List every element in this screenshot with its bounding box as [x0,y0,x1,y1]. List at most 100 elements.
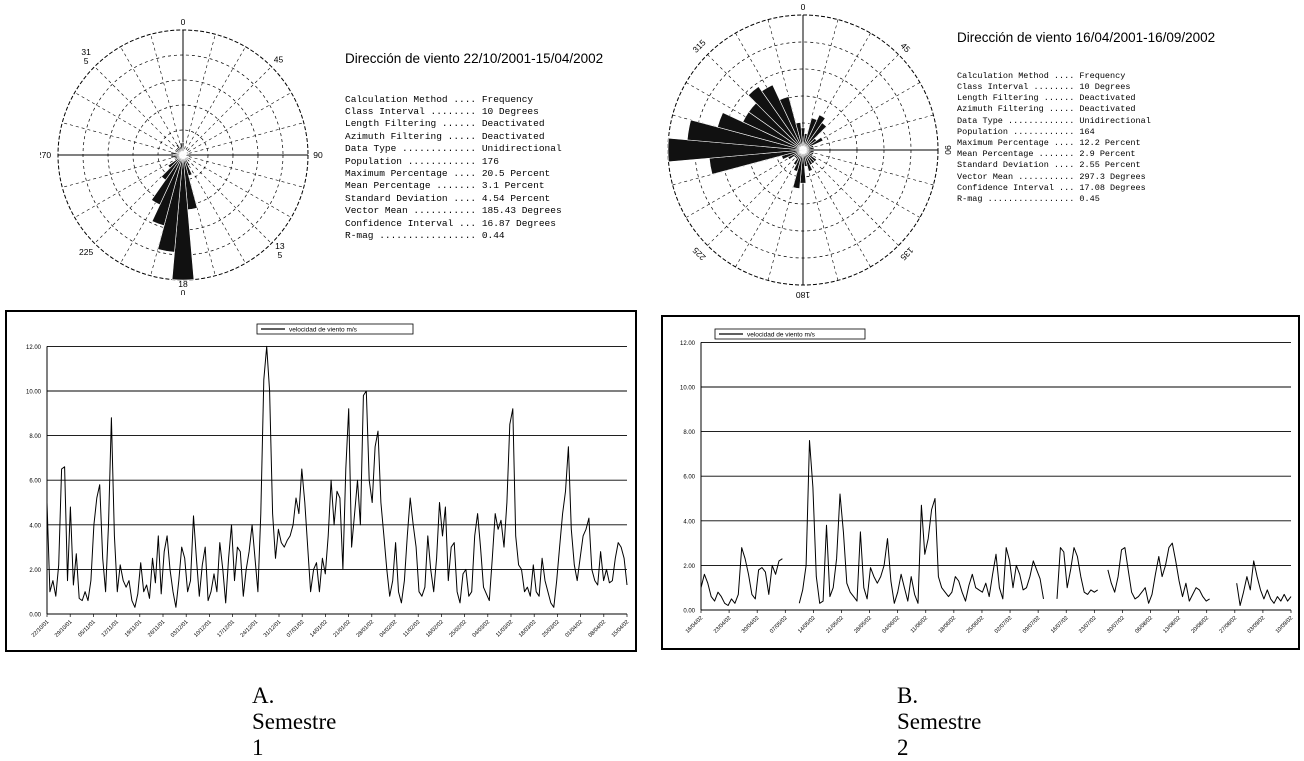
wind-stat-row: Azimuth Filtering ..... Deactivated [957,104,1215,115]
rose-petal [171,154,195,281]
rose-spoke [74,154,184,218]
rose-spoke [182,154,272,244]
rose-spoke [767,149,804,281]
rose-petal [795,122,804,151]
wind-stat-key: Mean Percentage ....... [345,180,482,192]
wind-stat-value: 16.87 Degrees [481,217,556,229]
wind-stat-value: 2.55 Percent [1079,160,1141,171]
wind-stat-value: 10 Degrees [481,106,539,118]
rose-direction-label: 0 [801,2,806,12]
wind-stat-row: Mean Percentage ....... 3.1 Percent [345,180,603,192]
rose-direction-label: 45 [899,41,913,55]
rose-petal [151,154,184,206]
wind-stat-value: Deactivated [1079,93,1136,104]
wind-stat-key: Azimuth Filtering ..... [957,104,1080,115]
rose-spoke [802,114,934,151]
wind-stat-row: R-mag ................. 0.44 [345,230,603,242]
wind-stat-row: Vector Mean ........... 297.3 Degrees [957,172,1215,183]
rose-direction-label: 90 [313,150,323,160]
rose-spoke [802,54,899,151]
rose-direction-label: 225 [690,245,707,262]
x-tick-label: 10/12/01 [193,619,213,639]
wind-stat-key: Calculation Method .... [957,70,1080,81]
wind-stat-key: Calculation Method .... [345,93,482,105]
rose-petal [747,86,804,151]
y-tick-label: 2.00 [29,568,41,574]
wind-stats-rows: Calculation Method .... Frequency Class I… [345,94,603,243]
wind-stat-key: R-mag ................. [345,230,482,242]
rose-direction-label: 270 [40,150,51,160]
rose-direction-label: 0 [181,17,186,27]
rose-spoke [182,154,304,188]
rose-petal [151,154,184,227]
y-tick-label: 0.00 [683,609,695,615]
x-tick-label: 02/07/02 [994,615,1014,635]
wind-stat-value: 0.44 [481,230,505,242]
caption-semestre-2: B. Semestre 2 [897,683,982,760]
rose-spoke [802,149,921,218]
wind-stat-row: R-mag ................. 0.45 [957,194,1215,205]
x-tick-label: 12/11/01 [101,619,120,638]
x-tick-label: 11/02/02 [402,619,421,638]
wind-stat-row: Mean Percentage ....... 2.9 Percent [957,149,1215,160]
wind-stat-value: 10 Degrees [1079,82,1131,93]
x-tick-label: 23/04/02 [713,615,733,635]
wind-stat-key: Maximum Percentage .... [345,168,482,180]
wind-speed-chart-semestre-2: 0.00 2.00 4.00 6.00 8.00 10.00 12.00 16/04/02 23… [680,328,1295,635]
wind-stat-row: Data Type ............. Unidirectional [345,143,603,155]
wind-stat-key: Vector Mean ........... [957,171,1080,182]
wind-stat-value: Unidirectional [1079,115,1151,126]
rose-spoke [120,46,184,156]
x-tick-label: 10/09/02 [1275,615,1295,635]
x-tick-label: 09/07/02 [1022,615,1042,635]
x-tick-label: 15/04/02 [611,619,631,639]
x-tick-label: 31/12/01 [263,619,283,639]
x-tick-label: 28/01/02 [356,619,376,639]
rose-spoke [685,82,804,151]
wind-stat-row: Standard Deviation .... 4.54 Percent [345,193,603,205]
x-tick-label: 14/01/02 [309,619,329,639]
x-tick-label: 21/05/02 [825,615,845,635]
wind-stat-key: Population ............ [957,126,1080,137]
x-tick-label: 05/11/01 [77,619,96,638]
wind-stats-rows: Calculation Method .... Frequency Class I… [957,71,1215,205]
rose-spoke [802,32,871,151]
rose-petal [170,154,184,159]
x-tick-label: 29/10/01 [54,619,74,639]
y-tick-label: 12.00 [26,345,42,351]
wind-stat-key: Vector Mean ........... [345,205,482,217]
wind-stat-key: Data Type ............. [957,115,1080,126]
rose-spoke [802,149,839,281]
x-tick-label: 16/04/02 [685,615,705,635]
legend-label: velocidad de viento m/s [747,332,816,339]
rose-direction-label: 90 [943,145,953,155]
rose-spoke [94,66,184,156]
x-tick-label: 30/04/02 [741,615,761,635]
wind-stat-row: Data Type ............. Unidirectional [957,116,1215,127]
wind-stats-semestre-1: Dirección de viento 22/10/2001-15/04/200… [345,26,603,267]
x-tick-label: 25/06/02 [966,615,986,635]
wind-stat-key: Confidence Interval ... [957,182,1080,193]
x-tick-label: 14/05/02 [797,615,817,635]
wind-stat-key: Standard Deviation .... [957,160,1080,171]
y-tick-label: 4.00 [683,519,695,525]
wind-stat-value: Deactivated [481,118,545,130]
wind-stat-value: Deactivated [1079,104,1136,115]
x-tick-label: 25/03/02 [541,619,561,639]
wind-speed-line [798,440,1044,604]
x-tick-label: 18/06/02 [938,615,958,635]
wind-speed-line [1107,542,1210,604]
wind-stat-row: Class Interval ........ 10 Degrees [345,106,603,118]
rose-petal [802,114,826,151]
rose-petal [667,137,804,163]
wind-stat-row: Maximum Percentage .... 12.2 Percent [957,138,1215,149]
x-tick-label: 26/11/01 [147,619,166,638]
x-tick-label: 04/06/02 [881,615,901,635]
x-tick-label: 04/02/02 [379,619,399,639]
wind-stat-key: Length Filtering ...... [345,118,482,130]
rose-petal [802,149,813,172]
x-tick-label: 21/01/02 [332,619,352,639]
